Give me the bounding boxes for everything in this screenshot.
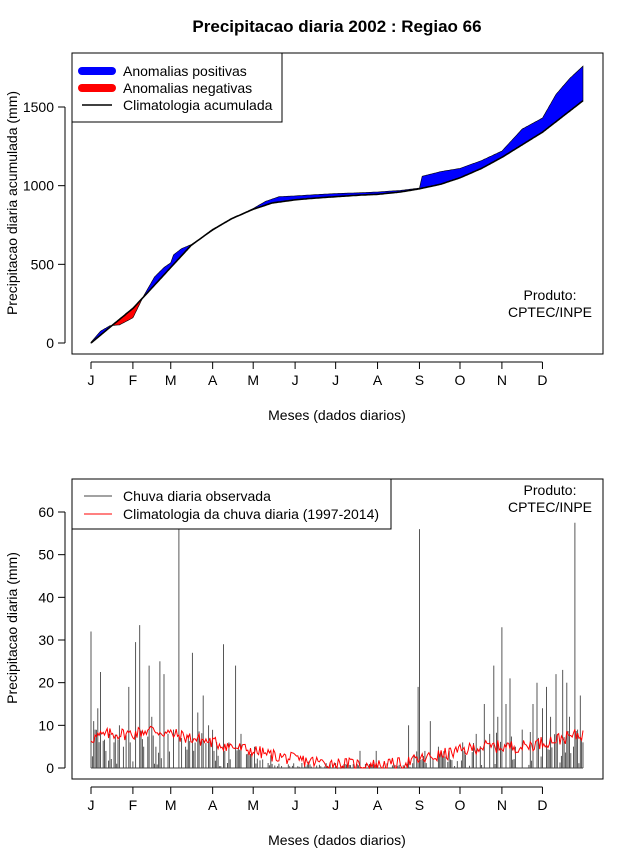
x-tick-label: M — [247, 797, 259, 813]
y-axis-2: 0 10 20 30 40 50 60 — [38, 504, 66, 776]
credit-label: Produto: — [524, 287, 577, 303]
y-axis: 0 500 1000 1500 — [23, 99, 66, 351]
x-tick-label: A — [373, 797, 383, 813]
x-tick-label: D — [537, 372, 547, 388]
x-tick-label: M — [165, 797, 177, 813]
y-tick-label-2: 30 — [38, 632, 54, 648]
x-tick-label: O — [455, 797, 466, 813]
x-tick-label: N — [497, 372, 507, 388]
legend-label-daily-clim: Climatologia da chuva diaria (1997-2014) — [123, 506, 379, 522]
y-tick-label-2: 20 — [38, 675, 54, 691]
legend-label-negative: Anomalias negativas — [123, 80, 252, 96]
x-tick-label: J — [332, 797, 339, 813]
x-tick-label: M — [247, 372, 259, 388]
x-axis-label-2: Meses (dados diarios) — [268, 832, 406, 848]
y-tick-label: 500 — [31, 256, 55, 272]
plot-frame — [71, 52, 604, 355]
x-tick-label: O — [455, 372, 466, 388]
panel-accumulated: 0 500 1000 1500 J F M A M J J A S O N D Meses (dados d… — [4, 52, 604, 423]
y-tick-label-2: 60 — [38, 504, 54, 520]
y-tick-label: 0 — [46, 335, 54, 351]
positive-anomaly-area-3 — [236, 65, 584, 217]
x-tick-label: F — [129, 372, 138, 388]
y-tick-label-2: 10 — [38, 717, 54, 733]
x-tick-label: J — [292, 372, 299, 388]
credit-label-2: Produto: — [524, 482, 577, 498]
panel-daily: 0 10 20 30 40 50 60 J F M A M J J A S O N D Meses (dados … — [4, 478, 604, 848]
x-tick-label: S — [415, 797, 424, 813]
legend-box-2 — [71, 478, 392, 530]
climatology-line — [90, 100, 584, 344]
x-tick-label: A — [373, 372, 383, 388]
x-axis-label: Meses (dados diarios) — [268, 407, 406, 423]
daily-bars-layer — [90, 522, 584, 769]
x-tick-label: J — [292, 797, 299, 813]
y-axis-label: Precipitacao diaria acumulada (mm) — [4, 91, 20, 315]
x-tick-label: N — [497, 797, 507, 813]
y-tick-label: 1000 — [23, 178, 54, 194]
x-tick-label: J — [88, 372, 95, 388]
x-tick-label: D — [537, 797, 547, 813]
y-tick-label-2: 40 — [38, 589, 54, 605]
legend-label-climatology: Climatologia acumulada — [123, 97, 273, 113]
legend-label-positive: Anomalias positivas — [123, 63, 247, 79]
x-tick-label: F — [129, 797, 138, 813]
y-tick-label-2: 50 — [38, 547, 54, 563]
x-tick-label: J — [332, 372, 339, 388]
credit-source-2: CPTEC/INPE — [508, 499, 592, 515]
y-tick-label-2: 0 — [46, 760, 54, 776]
daily-climatology-line — [90, 725, 584, 770]
x-tick-label: J — [88, 797, 95, 813]
y-axis-label-2: Precipitacao diaria (mm) — [4, 552, 20, 704]
y-tick-label: 1500 — [23, 99, 54, 115]
legend-2: Chuva diaria observada Climatologia da c… — [71, 478, 392, 530]
chart-title: Precipitacao diaria 2002 : Regiao 66 — [192, 17, 481, 36]
x-tick-label: M — [165, 372, 177, 388]
legend-label-observed: Chuva diaria observada — [123, 488, 271, 504]
legend: Anomalias positivas Anomalias negativas … — [71, 52, 283, 123]
x-tick-label: A — [208, 372, 218, 388]
x-tick-label: S — [415, 372, 424, 388]
x-tick-label: A — [208, 797, 218, 813]
credit-source: CPTEC/INPE — [508, 304, 592, 320]
